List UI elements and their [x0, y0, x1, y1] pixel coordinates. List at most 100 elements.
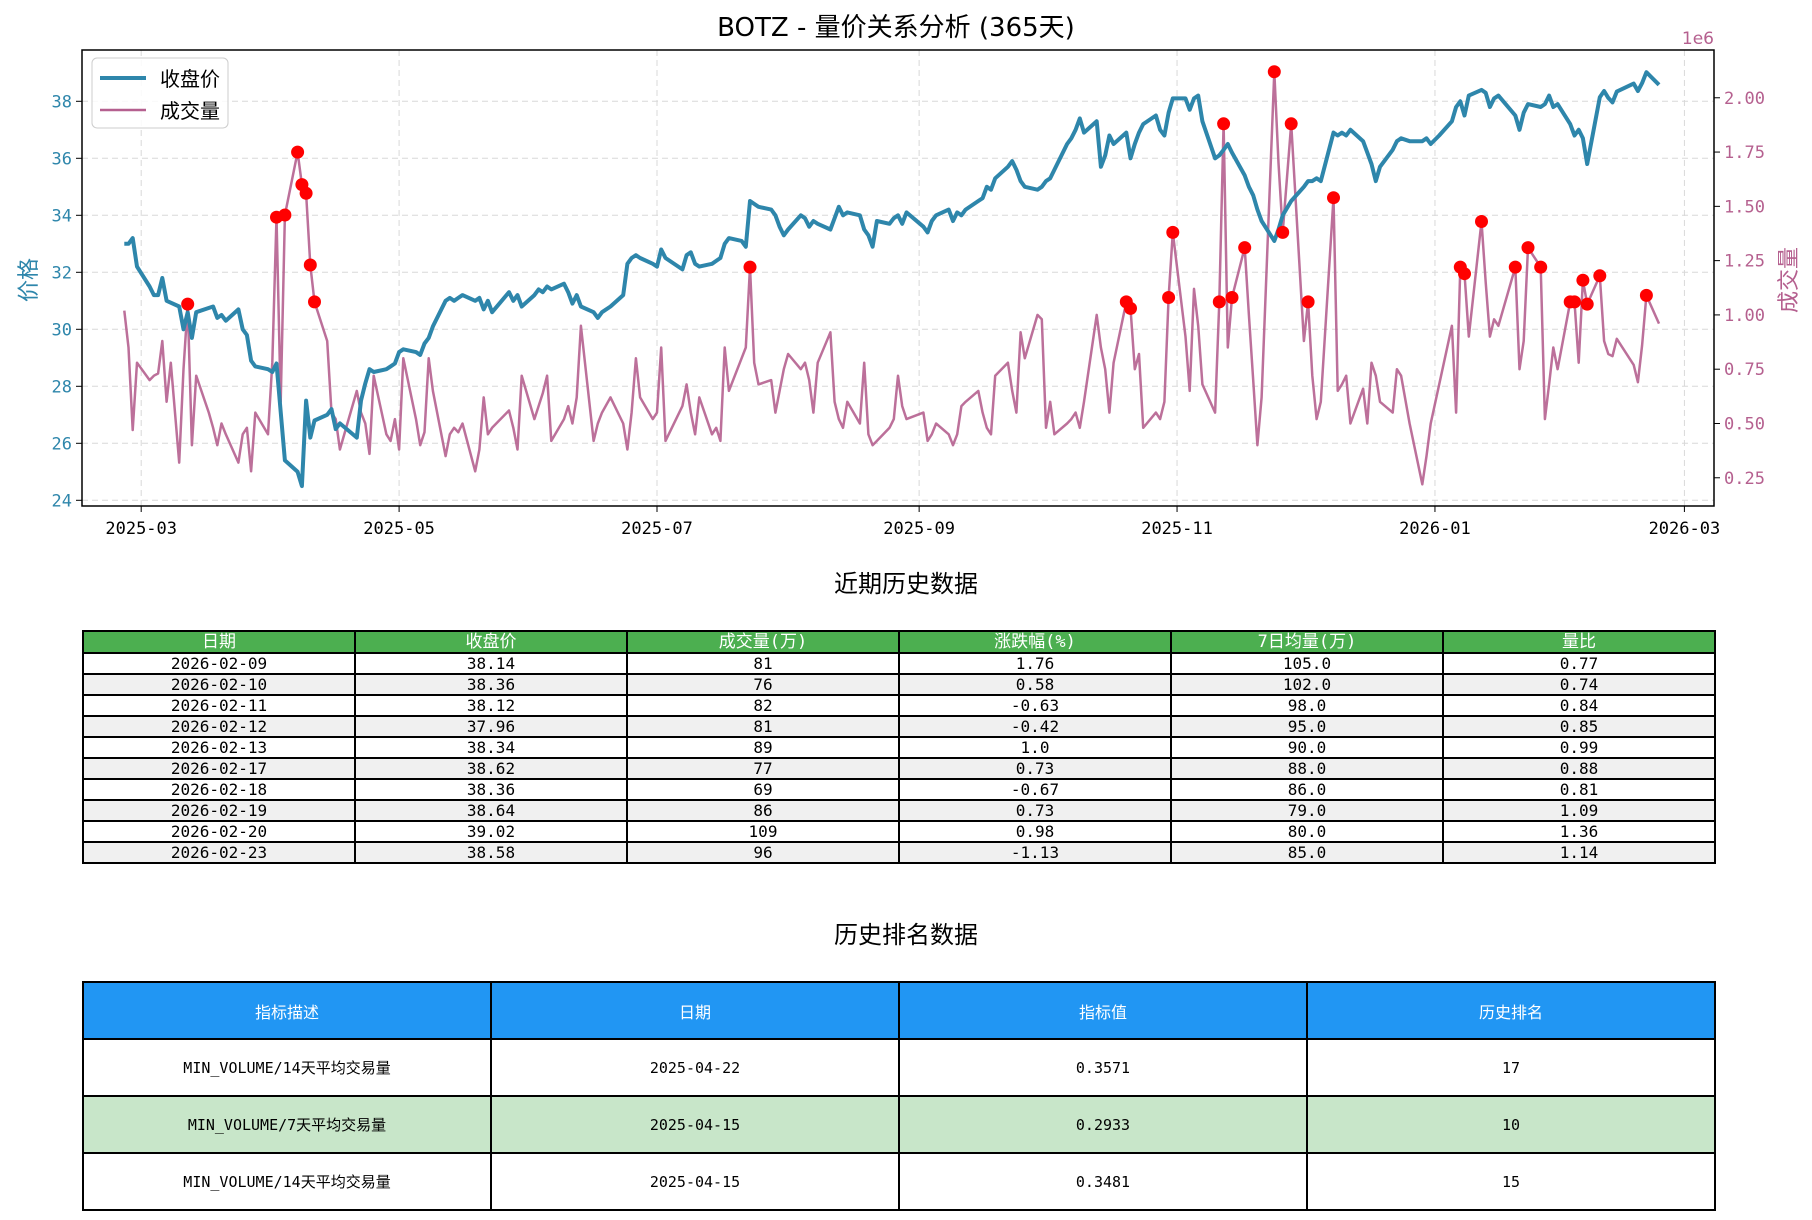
column-header: 涨跌幅(%) [898, 630, 1172, 654]
volume-spike-marker [743, 260, 757, 274]
x-axis: 2025-03 2025-05 2025-07 2025-09 2025-11 2026-… [105, 506, 1720, 539]
table-cell: 38.36 [354, 673, 628, 696]
table-cell: 81 [626, 715, 900, 738]
table-cell: -0.63 [898, 694, 1172, 717]
y-tick-label: 30 [52, 320, 72, 340]
table-cell: 38.64 [354, 799, 628, 822]
table-cell: 17 [1306, 1038, 1716, 1097]
y-tick-label: 36 [52, 149, 72, 169]
table-cell: 2026-02-19 [82, 799, 356, 822]
y2-offset-label: 1e6 [1682, 29, 1714, 49]
table-cell: 90.0 [1170, 736, 1444, 759]
table-cell: 1.36 [1442, 820, 1716, 843]
recent-table-title: 近期历史数据 [834, 570, 978, 598]
rank-data-table: 指标描述 日期 指标值 历史排名 MIN_VOLUME/14天平均交易量 2025-04… [82, 981, 1716, 1211]
table-cell: 2025-04-15 [490, 1095, 900, 1154]
table-cell: -0.67 [898, 778, 1172, 801]
volume-series [123, 70, 1661, 486]
volume-spike-marker [1276, 225, 1290, 239]
table-cell: 0.74 [1442, 673, 1716, 696]
volume-spike-marker [1124, 301, 1137, 315]
table-cell: 2026-02-18 [82, 778, 356, 801]
table-row: 2026-02-09 38.14 81 1.76 105.0 0.77 [82, 652, 1716, 675]
volume-spike-marker [299, 186, 313, 200]
y2-tick-label: 0.25 [1724, 469, 1765, 489]
y-axis-label: 价格 [17, 258, 42, 302]
column-header: 历史排名 [1306, 981, 1716, 1040]
column-header: 日期 [82, 630, 356, 654]
legend-volume-label: 成交量 [160, 99, 220, 123]
volume-spike-marker [1162, 291, 1176, 304]
table-cell: 0.3571 [898, 1038, 1308, 1097]
y-axis-right: 0.25 0.50 0.75 1.00 1.25 1.50 1.75 2.00 [1714, 89, 1765, 489]
volume-spike-marker [1576, 273, 1590, 287]
column-header: 指标描述 [82, 981, 492, 1040]
table-cell: 0.58 [898, 673, 1172, 696]
volume-spike-marker [1327, 191, 1340, 205]
y2-tick-label: 1.50 [1724, 197, 1765, 217]
table-cell: 98.0 [1170, 694, 1444, 717]
volume-spike-marker [278, 208, 292, 222]
table-cell: MIN_VOLUME/14天平均交易量 [82, 1038, 492, 1097]
table-cell: 0.84 [1442, 694, 1716, 717]
table-row: 2026-02-20 39.02 109 0.98 80.0 1.36 [82, 820, 1716, 843]
table-cell: 0.98 [898, 820, 1172, 843]
volume-spike-marker [1534, 260, 1548, 274]
table-cell: 2026-02-17 [82, 757, 356, 780]
column-header: 成交量(万) [626, 630, 900, 654]
table-cell: MIN_VOLUME/14天平均交易量 [82, 1152, 492, 1211]
table-cell: 39.02 [354, 820, 628, 843]
x-tick-label: 2025-03 [105, 519, 177, 539]
table-row: 2026-02-11 38.12 82 -0.63 98.0 0.84 [82, 694, 1716, 717]
y-tick-label: 28 [52, 377, 72, 397]
table-row: 2026-02-12 37.96 81 -0.42 95.0 0.85 [82, 715, 1716, 738]
table-cell: 2026-02-13 [82, 736, 356, 759]
table-cell: 38.36 [354, 778, 628, 801]
x-tick-label: 2026-01 [1399, 519, 1471, 539]
table-cell: 76 [626, 673, 900, 696]
volume-spike-marker [1238, 241, 1252, 255]
table-cell: 1.0 [898, 736, 1172, 759]
table-header-row: 指标描述 日期 指标值 历史排名 [82, 981, 1716, 1040]
legend: 收盘价 成交量 [91, 57, 229, 129]
table-cell: 1.14 [1442, 841, 1716, 864]
table-cell: 77 [626, 757, 900, 780]
table-header-row: 日期 收盘价 成交量(万) 涨跌幅(%) 7日均量(万) 量比 [82, 630, 1716, 654]
y-axis-left: 24 26 28 30 32 34 36 38 [52, 92, 82, 511]
volume-spike-marker [1458, 267, 1471, 281]
y-tick-label: 38 [52, 92, 72, 112]
table-cell: 81 [626, 652, 900, 675]
y-tick-label: 34 [52, 206, 72, 226]
table-row: MIN_VOLUME/14天平均交易量 2025-04-15 0.3481 15 [82, 1152, 1716, 1211]
table-cell: 0.77 [1442, 652, 1716, 675]
column-header: 日期 [490, 981, 900, 1040]
table-cell: 102.0 [1170, 673, 1444, 696]
table-cell: 85.0 [1170, 841, 1444, 864]
table-cell: 109 [626, 820, 900, 843]
x-tick-label: 2025-11 [1141, 519, 1213, 539]
table-cell: 89 [626, 736, 900, 759]
table-cell: 37.96 [354, 715, 628, 738]
volume-spike-marker [1301, 295, 1315, 309]
table-cell: -0.42 [898, 715, 1172, 738]
table-cell: 15 [1306, 1152, 1716, 1211]
table-cell: 0.73 [898, 757, 1172, 780]
x-tick-label: 2025-09 [883, 519, 955, 539]
table-cell: 1.09 [1442, 799, 1716, 822]
table-cell: 0.99 [1442, 736, 1716, 759]
table-cell: 105.0 [1170, 652, 1444, 675]
x-tick-label: 2025-05 [363, 519, 435, 539]
table-cell: 38.58 [354, 841, 628, 864]
table-cell: 69 [626, 778, 900, 801]
table-cell: 2026-02-11 [82, 694, 356, 717]
column-header: 量比 [1442, 630, 1716, 654]
table-cell: 2026-02-20 [82, 820, 356, 843]
table-cell: 2025-04-22 [490, 1038, 900, 1097]
y2-tick-label: 1.25 [1724, 252, 1765, 272]
table-cell: 0.85 [1442, 715, 1716, 738]
table-cell: 38.34 [354, 736, 628, 759]
volume-spike-marker [1225, 291, 1239, 304]
table-cell: 38.14 [354, 652, 628, 675]
volume-spike-marker [1267, 65, 1281, 79]
y-tick-label: 32 [52, 263, 72, 283]
